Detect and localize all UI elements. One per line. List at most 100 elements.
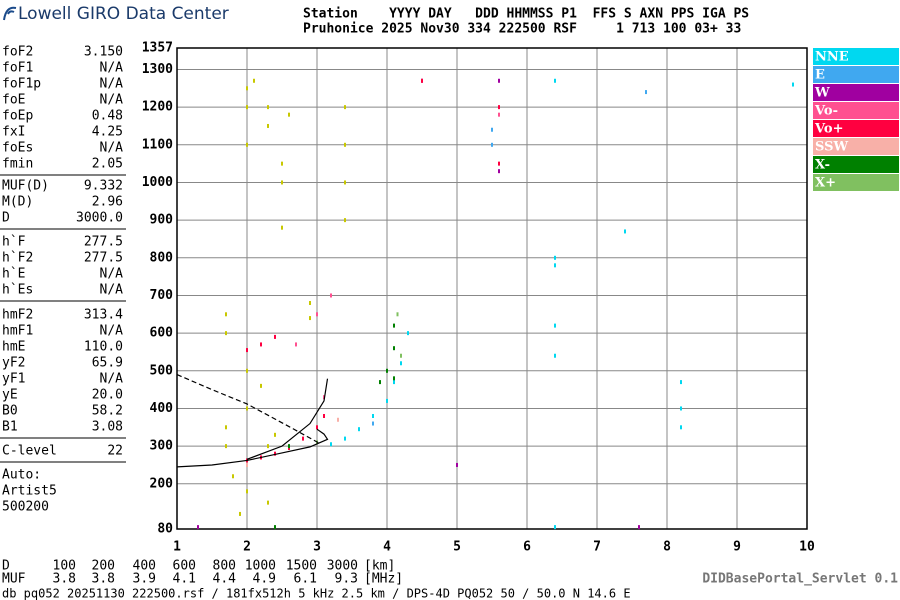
param-name: foF2 [2, 45, 33, 60]
param-name: yF1 [2, 372, 25, 387]
note: Auto: [2, 468, 41, 483]
echo-point [400, 361, 402, 366]
y-tick-label: 800 [150, 250, 174, 265]
echo-point [309, 301, 311, 306]
echo-point [386, 398, 388, 403]
echo-point [225, 444, 227, 449]
note: Artist5 [2, 484, 57, 499]
echo-point [246, 368, 248, 373]
param-value: N/A [100, 283, 124, 298]
legend-label: NNE [815, 50, 849, 65]
param-value: 2.05 [92, 157, 123, 172]
x-tick-label: 1 [173, 540, 181, 555]
param-name: fxI [2, 125, 25, 140]
plot-frame [176, 47, 808, 530]
echo-point [344, 142, 346, 147]
param-name: foEs [2, 141, 33, 156]
muf: 3.8 [53, 572, 76, 587]
echo-point [302, 436, 304, 441]
echo-point [358, 427, 360, 432]
param-name: h`F2 [2, 251, 33, 266]
echo-point [645, 90, 647, 95]
param-name: h`Es [2, 283, 33, 298]
muf: 4.9 [253, 572, 276, 587]
echo-point [554, 255, 556, 260]
legend-label: SSW [815, 140, 848, 155]
param-value: N/A [100, 61, 124, 76]
echo-point [274, 451, 276, 456]
echo-point [498, 161, 500, 166]
echo-point [246, 348, 248, 353]
muf: 6.1 [294, 572, 317, 587]
muf: 4.1 [173, 572, 196, 587]
echo-point [393, 323, 395, 328]
echo-point [232, 474, 234, 479]
x-tick-label: 6 [523, 540, 531, 555]
echo-point [323, 414, 325, 419]
echo-point [393, 346, 395, 351]
distance: 1000 [245, 559, 276, 574]
param-value: 277.5 [84, 251, 123, 266]
echo-point [498, 169, 500, 174]
echo-point [267, 123, 269, 128]
param-value: 0.48 [92, 109, 123, 124]
param-value: N/A [100, 372, 124, 387]
echo-point [246, 489, 248, 494]
muf: 3.9 [133, 572, 156, 587]
footer-label: D [2, 559, 10, 574]
echo-point [456, 462, 458, 467]
info: db pq052 20251130 222500.rsf / 181fx512h… [2, 587, 631, 600]
echo-point [491, 127, 493, 132]
y-tick-label: 600 [150, 326, 174, 341]
y-tick-label: 1357 [142, 41, 173, 56]
echo-point [274, 432, 276, 437]
x-tick-label: 2 [243, 540, 251, 555]
echo-point [680, 425, 682, 430]
echo-point [253, 78, 255, 83]
header-line: Pruhonice 2025 Nov30 334 222500 RSF 1 71… [303, 22, 741, 37]
echo-point [330, 442, 332, 447]
echo-point [281, 161, 283, 166]
distance: 600 [173, 559, 196, 574]
param-value: 313.4 [84, 308, 123, 323]
echo-point [498, 112, 500, 117]
echo-point [267, 105, 269, 110]
x-tick-label: 7 [593, 540, 601, 555]
param-value: 58.2 [92, 404, 123, 419]
param-name: B0 [2, 404, 18, 419]
echo-point [680, 406, 682, 411]
y-tick-label: 1100 [142, 137, 173, 152]
note: 500200 [2, 500, 49, 515]
legend-swatch [813, 48, 899, 65]
echo-point [344, 105, 346, 110]
param-name: yF2 [2, 356, 25, 371]
servlet: DIDBasePortal_Servlet 0.1 [702, 572, 898, 587]
echo-point [274, 525, 276, 530]
footer-label: MUF [2, 572, 26, 587]
header-line: Station YYYY DAY DDD HHMMSS P1 FFS S AXN… [303, 7, 749, 22]
param-value: 65.9 [92, 356, 123, 371]
legend-label: E [815, 68, 825, 83]
distance: 100 [53, 559, 76, 574]
echo-point [372, 421, 374, 426]
x-tick-label: 8 [663, 540, 671, 555]
echo-point [288, 444, 290, 449]
echo-point [225, 425, 227, 430]
echo-point [281, 180, 283, 185]
profile-curve [246, 378, 329, 460]
echo-point [393, 380, 395, 385]
param-value: N/A [100, 141, 124, 156]
echo-point [638, 525, 640, 530]
legend-label: Vo- [814, 104, 838, 119]
distance: 3000 [327, 559, 358, 574]
echo-point [337, 417, 339, 422]
legend-swatch [813, 156, 899, 173]
y-tick-label: 500 [150, 363, 174, 378]
param-value: 2.96 [92, 195, 123, 210]
echo-point [554, 353, 556, 358]
echo-point [792, 82, 794, 87]
distance: 200 [92, 559, 115, 574]
echo-point [197, 525, 199, 530]
echo-point [225, 331, 227, 336]
